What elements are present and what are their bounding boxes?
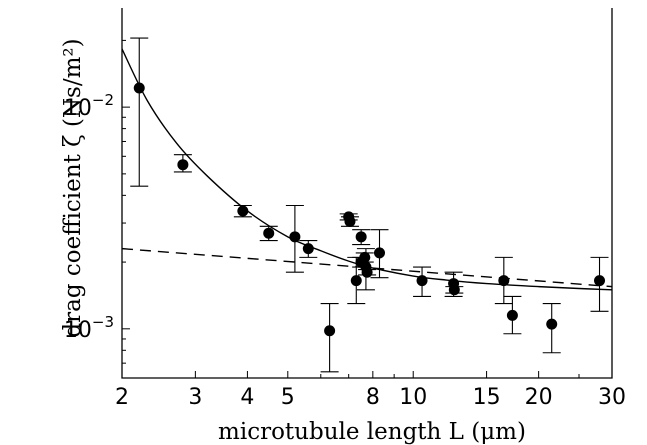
point-marker [374, 247, 386, 259]
point-marker [448, 284, 460, 296]
x-tick-label: 30 [598, 385, 626, 410]
x-tick-label: 10 [399, 385, 427, 410]
point-marker [498, 275, 510, 287]
x-tick-label: 8 [366, 385, 380, 410]
x-tick-label: 20 [525, 385, 553, 410]
x-axis: 2 3 4 5 8 10 15 20 30 [115, 371, 626, 410]
data-point [352, 229, 371, 246]
data-point [130, 37, 149, 187]
point-marker [133, 82, 145, 94]
fit-line-solid [121, 48, 613, 291]
plot-border [121, 8, 613, 379]
x-tick-label: 5 [281, 385, 295, 410]
data-point [347, 256, 366, 305]
data-point [590, 256, 609, 312]
point-marker [237, 205, 249, 217]
point-marker [416, 275, 428, 287]
point-marker [506, 309, 518, 321]
point-marker [263, 227, 275, 239]
y-tick-label: 10−2 [64, 91, 114, 121]
x-tick-label: 15 [473, 385, 501, 410]
x-tick-label: 3 [188, 385, 202, 410]
point-marker [361, 266, 373, 278]
data-point [445, 284, 464, 296]
data-point [358, 266, 377, 278]
point-marker [177, 159, 189, 171]
data-point [173, 154, 192, 173]
plot-frame [121, 8, 613, 379]
y-axis: 10−3 10−2 [64, 39, 130, 379]
points-layer [130, 37, 609, 373]
data-point [503, 295, 522, 335]
series-layer [121, 48, 613, 291]
x-tick-label: 2 [115, 385, 129, 410]
point-marker [324, 325, 336, 337]
data-point [413, 266, 432, 297]
data-point [233, 204, 252, 218]
point-marker [546, 318, 558, 330]
point-marker [350, 275, 362, 287]
data-point [494, 256, 513, 305]
point-marker [355, 231, 367, 243]
x-tick-label: 4 [240, 385, 254, 410]
data-point [542, 303, 561, 354]
data-point [370, 229, 389, 279]
point-marker [302, 243, 314, 255]
point-marker [344, 215, 356, 227]
y-tick-label: 10−3 [64, 313, 114, 343]
data-point [285, 204, 304, 273]
point-marker [594, 275, 606, 287]
data-point [299, 240, 318, 258]
fit-line-dashed [121, 247, 613, 288]
data-point [340, 215, 359, 227]
x-axis-label: microtubule length L (μm) [218, 419, 526, 445]
data-point [259, 225, 278, 242]
point-marker [359, 251, 371, 263]
y-axis-label: drag coefficient ζ (Ns/m²) [60, 38, 86, 337]
point-marker [289, 231, 301, 243]
data-point [320, 303, 339, 373]
